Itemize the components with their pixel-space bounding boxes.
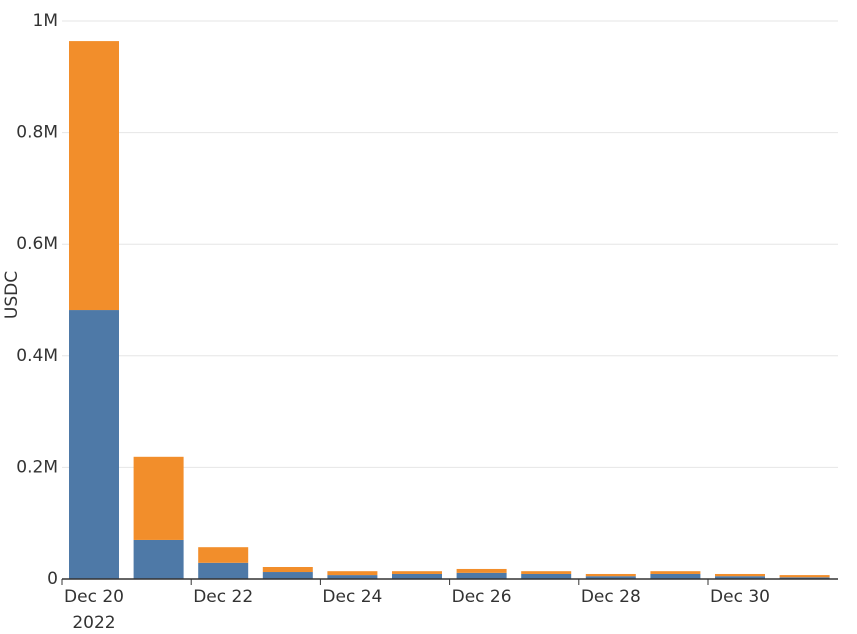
x-tick-sublabel: 2022 bbox=[72, 613, 115, 633]
bar-segment bbox=[69, 41, 119, 311]
bar-segment bbox=[715, 576, 765, 579]
bar-segment bbox=[779, 577, 830, 579]
y-axis-title: USDC bbox=[2, 271, 22, 319]
y-tick-label: 0.4M bbox=[16, 346, 58, 366]
x-tick-label: Dec 28 bbox=[581, 587, 641, 607]
x-tick-label: Dec 26 bbox=[452, 587, 512, 607]
bar-segment bbox=[715, 573, 765, 577]
bar-segment bbox=[327, 571, 378, 576]
bar-segment bbox=[262, 572, 313, 579]
bar-segment bbox=[585, 576, 636, 579]
y-tick-label: 0 bbox=[47, 569, 58, 589]
bar-segment bbox=[327, 575, 378, 579]
bar-segment bbox=[133, 456, 184, 540]
bar-segment bbox=[133, 539, 184, 579]
bar-segment bbox=[521, 573, 572, 579]
bar-segment bbox=[521, 571, 572, 574]
bar-segment bbox=[585, 573, 636, 577]
bar-segment bbox=[456, 572, 507, 579]
bar-segment bbox=[262, 567, 313, 573]
bar-segment bbox=[198, 562, 249, 579]
bar-segment bbox=[456, 568, 507, 573]
bar-segment bbox=[69, 310, 119, 579]
y-tick-label: 1M bbox=[33, 11, 58, 31]
y-tick-label: 0.8M bbox=[16, 123, 58, 143]
bar-segment bbox=[779, 575, 830, 578]
bar-segment bbox=[392, 571, 442, 574]
x-tick-label: Dec 20 bbox=[64, 587, 124, 607]
y-tick-label: 0.2M bbox=[16, 457, 58, 477]
x-tick-label: Dec 24 bbox=[322, 587, 382, 607]
y-tick-label: 0.6M bbox=[16, 234, 58, 254]
x-tick-label: Dec 22 bbox=[193, 587, 253, 607]
bar-segment bbox=[650, 571, 701, 574]
x-tick-label: Dec 30 bbox=[710, 587, 770, 607]
bar-segment bbox=[198, 547, 249, 563]
bar-segment bbox=[392, 573, 442, 579]
bar-segment bbox=[650, 573, 701, 579]
